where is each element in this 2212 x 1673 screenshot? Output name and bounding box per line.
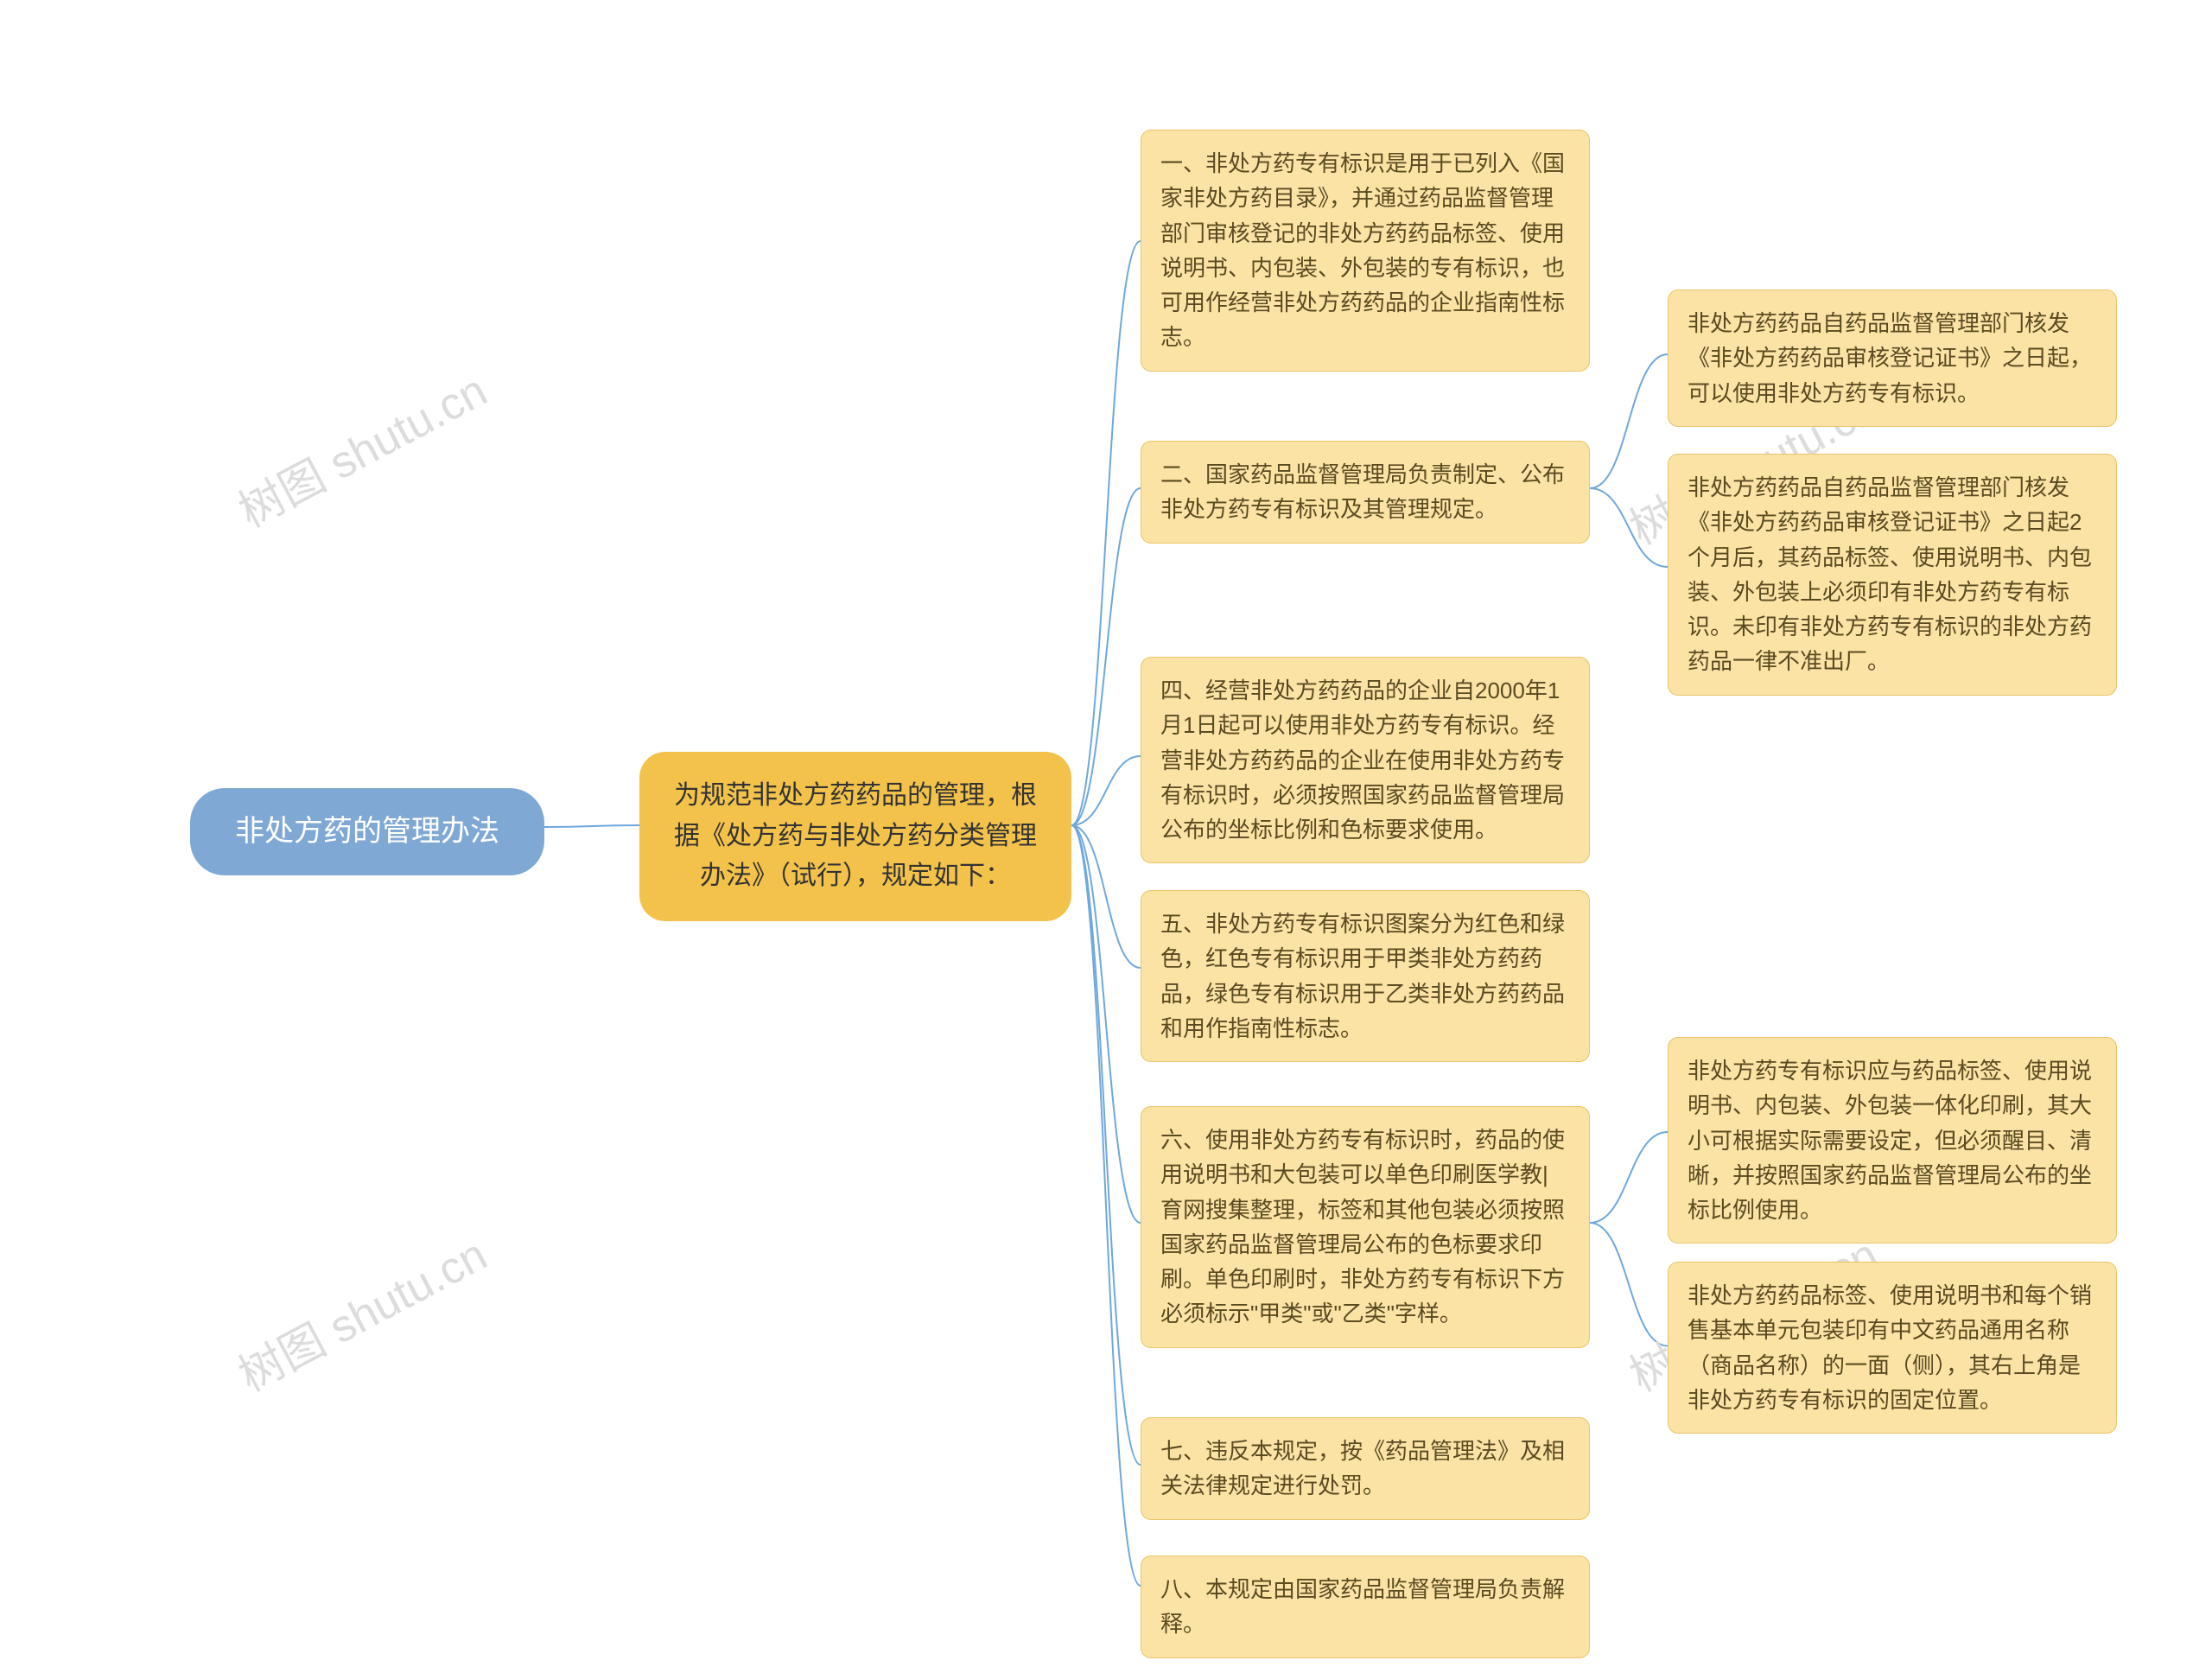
watermark: 树图 shutu.cn (226, 1218, 496, 1403)
node-root[interactable]: 非处方药的管理办法 (190, 788, 544, 875)
node-rule-8[interactable]: 八、本规定由国家药品监督管理局负责解释。 (1141, 1555, 1590, 1658)
node-rule-7[interactable]: 七、违反本规定，按《药品管理法》及相关法律规定进行处罚。 (1141, 1417, 1590, 1520)
node-intro[interactable]: 为规范非处方药药品的管理，根据《处方药与非处方药分类管理办法》（试行），规定如下… (639, 752, 1071, 921)
node-rule-2[interactable]: 二、国家药品监督管理局负责制定、公布非处方药专有标识及其管理规定。 (1141, 441, 1590, 544)
node-rule-6a[interactable]: 非处方药专有标识应与药品标签、使用说明书、内包装、外包装一体化印刷，其大小可根据… (1668, 1037, 2117, 1244)
node-rule-1[interactable]: 一、非处方药专有标识是用于已列入《国家非处方药目录》，并通过药品监督管理部门审核… (1141, 130, 1590, 372)
node-rule-6[interactable]: 六、使用非处方药专有标识时，药品的使用说明书和大包装可以单色印刷医学教|育网搜集… (1141, 1106, 1590, 1348)
mindmap-canvas: 树图 shutu.cn 树图 shutu.cn 树图 shutu.cn 树图 s… (0, 0, 2212, 1673)
node-rule-5[interactable]: 五、非处方药专有标识图案分为红色和绿色，红色专有标识用于甲类非处方药药品，绿色专… (1141, 890, 1590, 1062)
node-rule-6b[interactable]: 非处方药药品标签、使用说明书和每个销售基本单元包装印有中文药品通用名称（商品名称… (1668, 1262, 2117, 1434)
node-rule-2a[interactable]: 非处方药药品自药品监督管理部门核发《非处方药药品审核登记证书》之日起，可以使用非… (1668, 289, 2117, 427)
node-rule-4[interactable]: 四、经营非处方药药品的企业自2000年1月1日起可以使用非处方药专有标识。经营非… (1141, 657, 1590, 863)
node-rule-2b[interactable]: 非处方药药品自药品监督管理部门核发《非处方药药品审核登记证书》之日起2个月后，其… (1668, 454, 2117, 696)
watermark: 树图 shutu.cn (226, 354, 496, 539)
